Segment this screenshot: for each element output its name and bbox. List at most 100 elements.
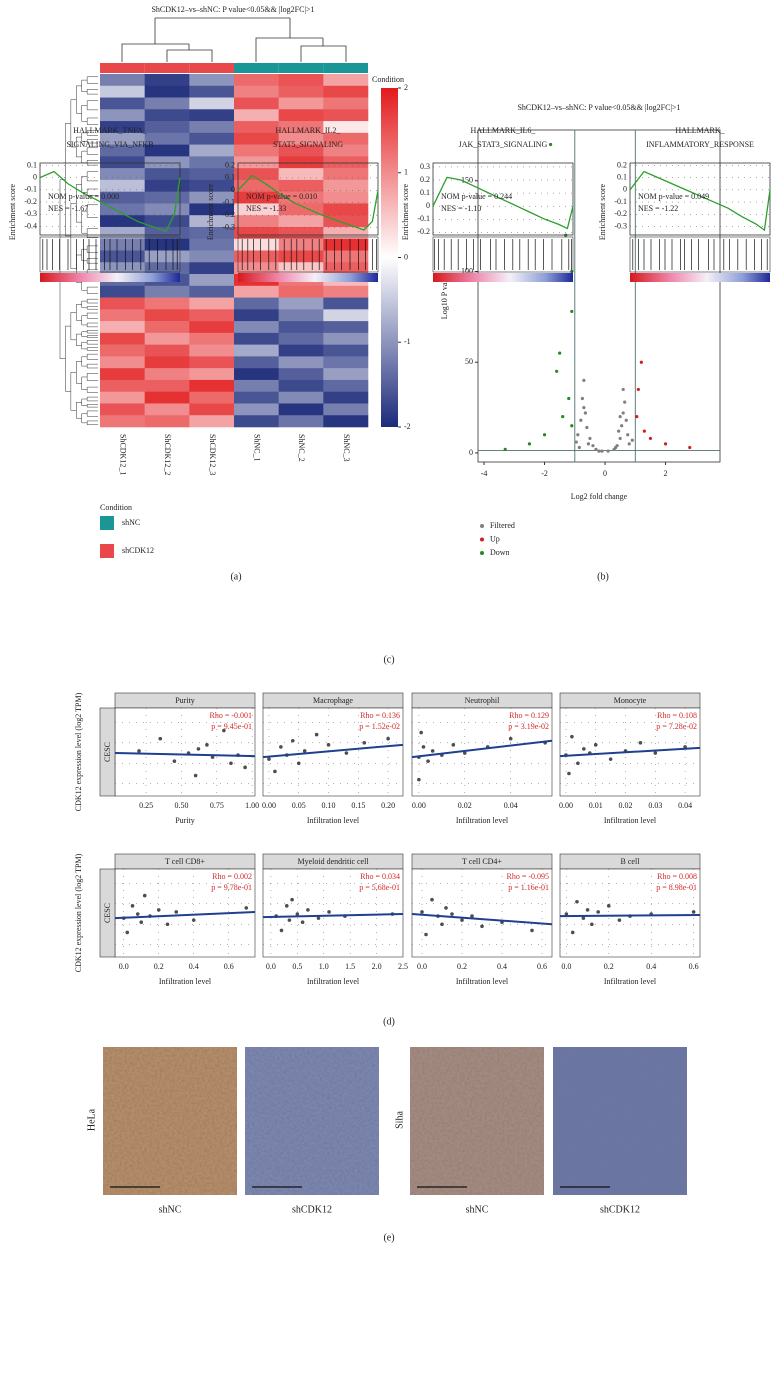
- point: [549, 142, 553, 147]
- y-tick-label: 0.1: [27, 160, 37, 169]
- point: [570, 309, 574, 314]
- x-tick-label: 0.6: [224, 962, 234, 971]
- heatmap-cell: [100, 85, 145, 98]
- x-tick-label: 2.0: [372, 962, 382, 971]
- point: [567, 771, 571, 776]
- colorbar-tick-label: -1: [404, 337, 411, 346]
- heatmap-cell: [100, 356, 145, 369]
- strip-label: CESC: [103, 742, 112, 762]
- x-tick-label: 0.4: [189, 962, 199, 971]
- heatmap-cell: [278, 344, 324, 357]
- heatmap-cell: [234, 403, 279, 416]
- panel-title: Neutrophil: [465, 696, 500, 705]
- heatmap-cell: [323, 74, 369, 87]
- panel-label: (d): [383, 1016, 395, 1027]
- point: [617, 918, 622, 922]
- heatmap-cell: [100, 121, 145, 134]
- point: [635, 415, 639, 419]
- y-tick-label: 0: [469, 448, 473, 457]
- panel-title: T cell CD4+: [462, 857, 502, 866]
- heatmap-cell: [234, 379, 279, 392]
- x-tick-label: 0.25: [139, 801, 153, 810]
- heatmap-cell: [189, 132, 235, 145]
- annotation: p = 1.16e-01: [508, 883, 549, 892]
- heatmap-cell: [278, 85, 324, 98]
- heatmap-cell: [100, 250, 145, 263]
- heatmap-cell: [234, 332, 279, 345]
- heatmap-cell: [144, 97, 190, 110]
- point: [618, 415, 622, 419]
- point: [594, 447, 598, 451]
- annotation: Rho = 0.034: [360, 872, 400, 881]
- column-label: ShCDK12_3: [208, 434, 217, 475]
- heatmap-cell: [323, 344, 369, 357]
- point: [621, 387, 625, 392]
- heatmap-cell: [100, 344, 145, 357]
- heatmap-cell: [144, 344, 190, 357]
- point: [273, 769, 277, 774]
- x-tick-label: 0.5: [292, 962, 302, 971]
- heatmap-cell: [278, 285, 324, 298]
- heatmap-cell: [234, 74, 279, 87]
- annotation: p = 7.28e-02: [656, 722, 697, 731]
- ihc-column-label: shNC: [466, 1204, 489, 1215]
- point: [205, 743, 209, 747]
- heatmap-cell: [323, 226, 369, 240]
- point: [426, 759, 430, 764]
- legend-label: shCDK12: [122, 546, 154, 555]
- heatmap-cell: [100, 379, 145, 392]
- heatmap-cell: [234, 297, 279, 310]
- point: [570, 734, 574, 739]
- heatmap-cell: [100, 403, 145, 416]
- x-tick-label: 0.2: [457, 962, 467, 971]
- point: [444, 906, 448, 910]
- point: [614, 445, 618, 450]
- fit-line: [411, 739, 553, 759]
- heatmap-cell: [234, 250, 279, 263]
- point: [362, 740, 367, 745]
- y-tick-label: -0.4: [24, 221, 37, 230]
- point: [229, 761, 233, 766]
- heatmap-cell: [144, 285, 190, 298]
- y-axis-label: CDK12 expression level (log2 TPM): [74, 853, 83, 972]
- chart-title: ShCDK12–vs–shNC: P value<0.05&& |log2FC|…: [151, 5, 314, 14]
- heatmap-cell: [234, 262, 279, 275]
- point: [570, 424, 574, 428]
- heatmap-cell: [100, 321, 145, 334]
- heatmap-cell: [189, 391, 235, 404]
- x-tick-label: 0.05: [292, 801, 306, 810]
- heatmap-cell: [144, 332, 190, 345]
- point: [570, 930, 575, 935]
- panel-label: (c): [383, 654, 394, 665]
- plot-frame: [629, 162, 771, 236]
- heatmap-cell: [323, 415, 369, 428]
- chart-title: HALLMARK_TNFA_: [73, 126, 148, 135]
- legend-marker: [480, 537, 484, 542]
- point: [580, 396, 584, 401]
- plot-frame: [411, 868, 553, 958]
- heatmap-cell: [189, 85, 235, 98]
- panel-title: Myeloid dendritic cell: [297, 857, 369, 866]
- point: [582, 747, 586, 751]
- colorbar-tick-label: -2: [404, 422, 411, 431]
- point: [316, 916, 321, 920]
- heatmap-cell: [144, 391, 190, 404]
- point: [222, 728, 226, 733]
- heatmap-cell: [144, 179, 190, 192]
- heatmap-cell: [278, 332, 324, 345]
- heatmap-cell: [144, 297, 190, 310]
- point: [158, 736, 163, 741]
- point: [597, 449, 601, 453]
- heatmap-cell: [234, 203, 279, 216]
- heatmap-cell: [323, 262, 369, 275]
- point: [300, 920, 305, 925]
- x-tick-label: 1.5: [345, 962, 355, 971]
- heatmap-cell: [189, 368, 235, 381]
- x-axis-label: Infiltration level: [456, 816, 509, 825]
- heatmap-cell: [189, 250, 235, 263]
- x-tick-label: 1.0: [319, 962, 329, 971]
- point: [620, 424, 624, 428]
- legend-label: Filtered: [490, 521, 515, 530]
- fit-line: [262, 913, 404, 919]
